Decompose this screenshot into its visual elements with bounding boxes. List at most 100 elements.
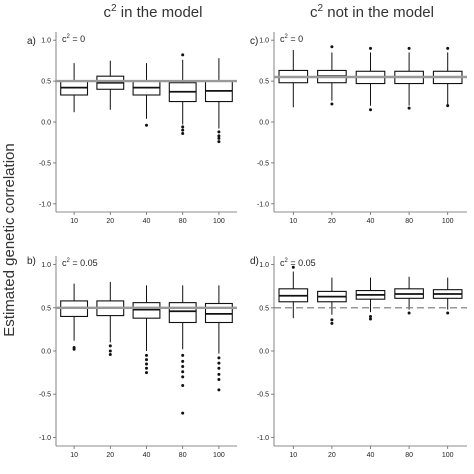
iqr-box xyxy=(168,302,197,324)
box-40 xyxy=(132,285,161,375)
y-tick-label: -0.5 xyxy=(257,392,269,399)
box-40 xyxy=(355,277,386,321)
y-tick-label: 1.0 xyxy=(259,38,269,45)
outlier-point xyxy=(181,359,185,363)
x-tick-label: 40 xyxy=(367,452,375,459)
y-tick-label: -1.0 xyxy=(39,201,51,208)
outlier-point xyxy=(145,362,148,366)
box-10 xyxy=(278,265,309,319)
c2-label: c2 = 0 xyxy=(62,34,85,44)
box-40 xyxy=(355,46,386,112)
box-20 xyxy=(317,277,347,325)
panel-a: a) c2 = 0 1.0 0.5 0.0 -0.5 -1.0 10 20 40 80 100 xyxy=(27,32,237,225)
panel-label: a) xyxy=(27,36,36,47)
y-tick-label: 1.0 xyxy=(259,262,269,269)
x-tick-label: 40 xyxy=(367,218,375,225)
c2-label: c2 = 0 xyxy=(280,34,303,44)
outlier-point xyxy=(217,372,221,376)
outlier-point xyxy=(181,353,185,357)
outlier-point xyxy=(181,365,185,369)
y-tick-label: -0.5 xyxy=(39,392,51,399)
y-tick-label: 0.0 xyxy=(259,120,269,127)
y-tick-label: 0.0 xyxy=(41,120,51,127)
outlier-point xyxy=(181,131,185,135)
outlier-point xyxy=(108,352,112,356)
outlier-point xyxy=(217,134,221,138)
outlier-point xyxy=(407,46,411,50)
outlier-point xyxy=(181,125,185,129)
outlier-point xyxy=(72,347,76,351)
panel-b: b) c2 = 0.05 1.0 0.5 0.0 -0.5 -1.0 10 20 40 80 100 xyxy=(27,256,237,459)
outlier-point xyxy=(369,46,372,50)
x-tick-label: 100 xyxy=(442,218,454,225)
y-tick-label: 0.0 xyxy=(259,349,269,356)
x-tick-label: 40 xyxy=(143,218,151,225)
column-title-left: c2 in the model xyxy=(104,3,203,21)
panel-label: c) xyxy=(250,36,258,47)
panel-label: b) xyxy=(27,256,36,267)
outlier-point xyxy=(145,358,148,362)
outlier-point xyxy=(108,349,112,353)
x-tick-label: 100 xyxy=(213,218,225,225)
outlier-point xyxy=(369,314,372,318)
outlier-point xyxy=(145,371,148,375)
c2-label: c2 = 0.05 xyxy=(62,258,98,268)
outlier-point xyxy=(330,102,334,106)
outlier-point xyxy=(217,136,221,140)
x-tick-label: 20 xyxy=(106,218,114,225)
y-tick-label: -0.5 xyxy=(39,160,51,167)
box-100 xyxy=(204,285,233,392)
y-tick-label: 0.0 xyxy=(41,349,51,356)
x-tick-label: 10 xyxy=(70,218,78,225)
outlier-point xyxy=(181,411,185,415)
y-tick-label: 1.0 xyxy=(41,262,51,269)
outlier-point xyxy=(181,375,185,379)
y-tick-label: -0.5 xyxy=(257,160,269,167)
y-tick-label: -1.0 xyxy=(257,435,269,442)
box-20 xyxy=(96,60,125,110)
x-tick-label: 80 xyxy=(179,218,187,225)
outlier-point xyxy=(330,45,334,49)
y-tick-label: 0.5 xyxy=(41,305,51,312)
outlier-point xyxy=(145,123,148,127)
y-tick-label: 1.0 xyxy=(41,38,51,45)
y-tick-label: 0.5 xyxy=(259,305,269,312)
outlier-point xyxy=(181,370,185,374)
box-40 xyxy=(132,63,161,127)
y-tick-label: -1.0 xyxy=(257,201,269,208)
x-tick-label: 80 xyxy=(405,218,413,225)
outlier-point xyxy=(217,130,221,134)
panel-c: c) c2 = 0 1.0 0.5 0.0 -0.5 -1.0 10 20 40 80 100 xyxy=(250,32,467,225)
y-tick-label: 0.5 xyxy=(41,79,51,86)
outlier-point xyxy=(369,108,372,112)
outlier-point xyxy=(446,311,450,315)
x-tick-label: 80 xyxy=(179,452,187,459)
x-tick-label: 10 xyxy=(289,452,297,459)
panel-d: d) c2 = 0.05 1.0 0.5 0.0 -0.5 -1.0 10 20 40 80 100 xyxy=(250,256,467,459)
box-80 xyxy=(168,285,197,415)
outlier-point xyxy=(407,106,411,110)
y-axis-label: Estimated genetic correlation xyxy=(1,143,18,336)
outlier-point xyxy=(330,318,334,322)
outlier-point xyxy=(217,356,221,360)
outlier-point xyxy=(217,140,221,144)
x-tick-label: 80 xyxy=(405,452,413,459)
outlier-point xyxy=(369,317,372,321)
outlier-point xyxy=(330,321,334,325)
outlier-point xyxy=(291,265,295,269)
x-tick-label: 100 xyxy=(213,452,225,459)
box-10 xyxy=(60,283,89,351)
outlier-point xyxy=(181,128,185,132)
outlier-point xyxy=(446,104,450,108)
x-tick-label: 20 xyxy=(328,452,336,459)
outlier-point xyxy=(145,366,148,370)
outlier-point xyxy=(217,388,221,392)
box-100 xyxy=(204,58,233,144)
x-tick-label: 20 xyxy=(328,218,336,225)
panel-label: d) xyxy=(250,256,259,267)
outlier-point xyxy=(217,361,221,365)
box-10 xyxy=(60,63,89,113)
x-tick-label: 10 xyxy=(289,218,297,225)
c2-label: c2 = 0.05 xyxy=(280,258,316,268)
